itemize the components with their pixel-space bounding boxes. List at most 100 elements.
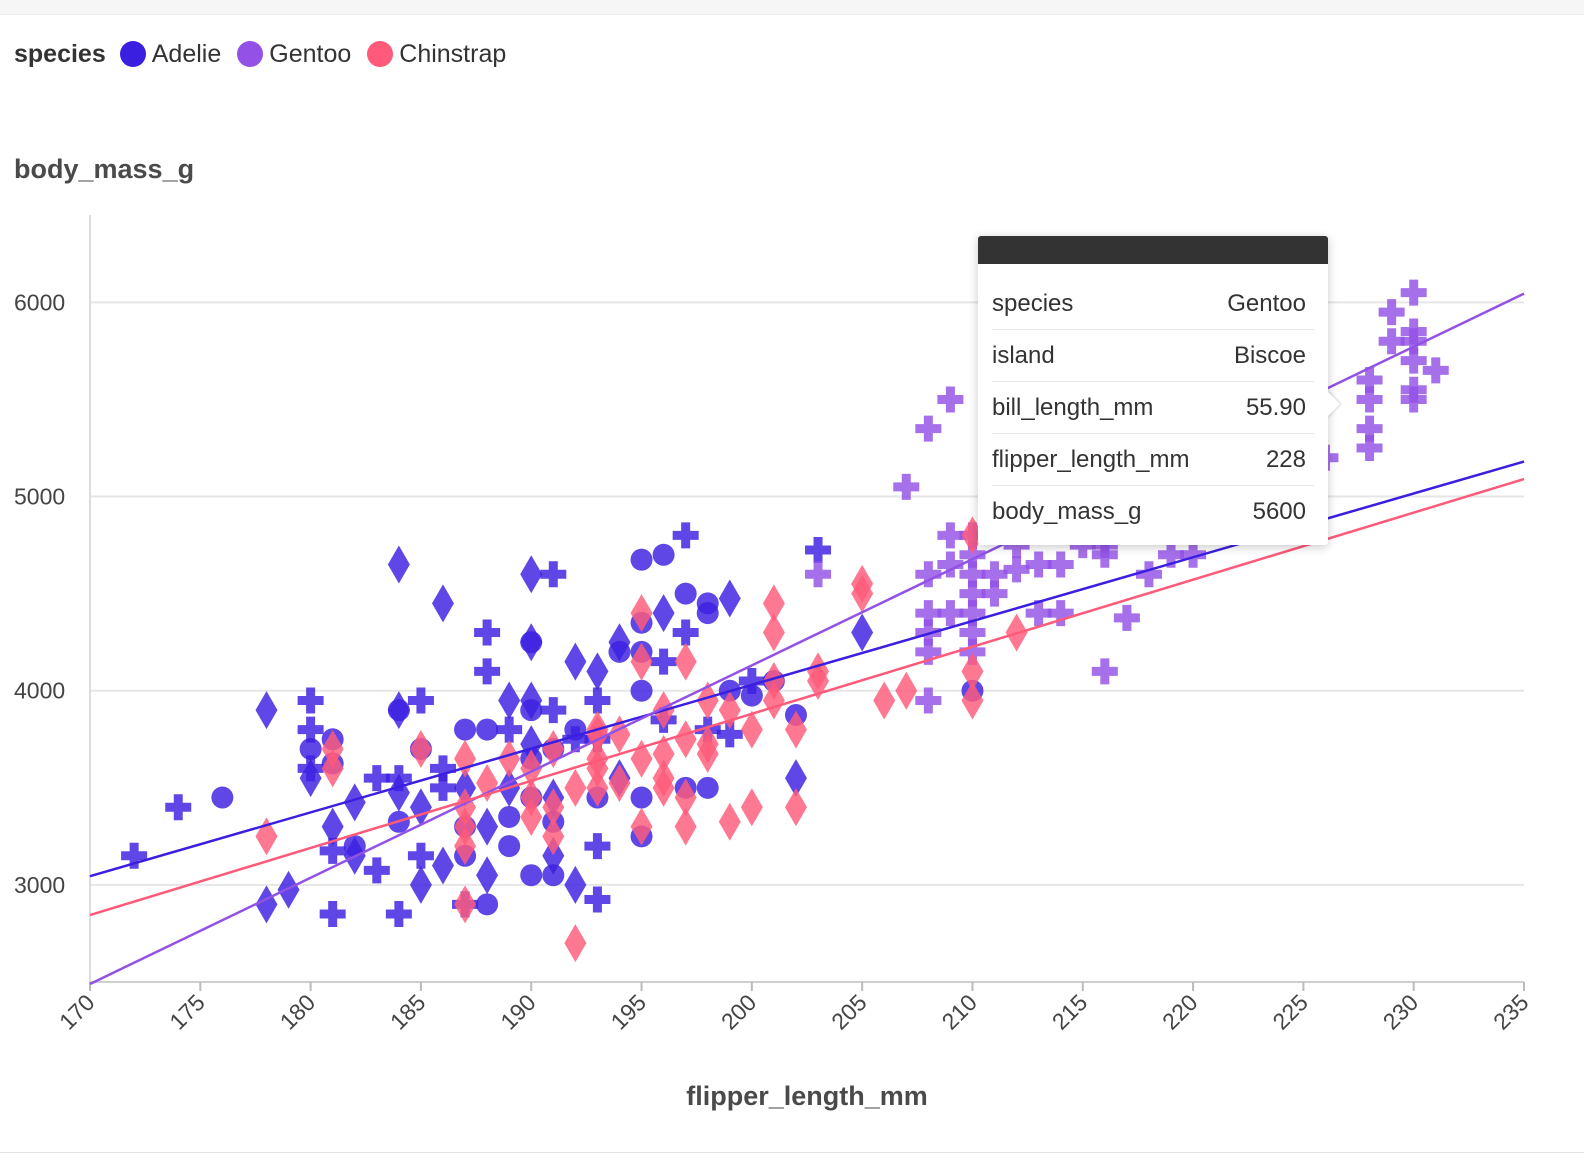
adelie-point	[520, 699, 543, 722]
adelie-point	[385, 901, 412, 928]
adelie-point	[387, 545, 410, 584]
legend-swatch-adelie	[119, 41, 146, 67]
adelie-point	[586, 652, 609, 691]
adelie-point	[672, 619, 699, 646]
legend-title: species	[14, 39, 106, 68]
tooltip: species Gentoo island Biscoe bill_length…	[978, 236, 1328, 545]
chinstrap-point	[520, 797, 543, 836]
gentoo-point	[1400, 328, 1427, 355]
gentoo-point	[915, 415, 942, 442]
adelie-point	[407, 842, 434, 869]
adelie-point	[608, 640, 631, 663]
gentoo-point	[959, 580, 986, 607]
tooltip-value: 55.90	[1245, 393, 1306, 421]
adelie-point	[255, 885, 278, 924]
legend-label-adelie: Adelie	[151, 39, 222, 68]
adelie-point	[319, 837, 346, 864]
legend-swatch-gentoo	[237, 41, 264, 67]
adelie-point	[297, 755, 324, 782]
tooltip-row-bill-length: bill_length_mm 55.90	[992, 382, 1314, 434]
tooltip-value: 5600	[1252, 497, 1306, 525]
adelie-point	[584, 833, 611, 860]
gentoo-point	[937, 386, 964, 413]
y-tick-label: 6000	[14, 289, 65, 315]
chinstrap-point	[851, 574, 874, 613]
adelie-point	[363, 857, 390, 884]
legend-swatch-chinstrap	[367, 41, 394, 67]
adelie-point	[476, 718, 499, 741]
tooltip-body: species Gentoo island Biscoe bill_length…	[978, 264, 1328, 545]
adelie-point	[584, 687, 611, 714]
tooltip-row-island: island Biscoe	[992, 330, 1314, 382]
gentoo-point	[1047, 600, 1074, 627]
adelie-point	[454, 768, 477, 807]
adelie-point	[297, 687, 324, 714]
adelie-point	[476, 856, 499, 895]
adelie-point	[363, 765, 390, 792]
chinstrap-point	[409, 729, 432, 768]
y-tick-label: 5000	[14, 484, 65, 510]
legend-item-chinstrap[interactable]: Chinstrap	[367, 40, 506, 69]
gentoo-point	[959, 600, 986, 627]
chinstrap-point	[564, 768, 587, 807]
gentoo-point	[1158, 541, 1185, 568]
chinstrap-point	[784, 788, 807, 827]
adelie-point	[630, 679, 653, 702]
gentoo-point	[1113, 604, 1140, 631]
adelie-point	[851, 613, 874, 652]
adelie-point	[564, 642, 587, 681]
chinstrap-point	[321, 729, 344, 768]
chinstrap-point	[321, 749, 344, 788]
x-tick-label: 180	[275, 989, 321, 1035]
x-tick-label: 220	[1157, 989, 1203, 1035]
chinstrap-point	[718, 802, 741, 841]
chinstrap-point	[895, 671, 918, 710]
legend-item-gentoo[interactable]: Gentoo	[237, 40, 351, 69]
x-tick-label: 215	[1047, 989, 1093, 1035]
adelie-point	[498, 805, 521, 828]
chinstrap-point	[807, 662, 830, 701]
legend-item-adelie[interactable]: Adelie	[119, 39, 222, 69]
gentoo-point	[959, 541, 986, 568]
tooltip-key: species	[992, 289, 1074, 317]
adelie-point	[540, 561, 567, 588]
gentoo-point	[915, 687, 942, 714]
chinstrap-point	[762, 613, 785, 652]
gentoo-point	[915, 561, 942, 588]
chinstrap-point	[740, 788, 763, 827]
chinstrap-point	[586, 715, 609, 754]
tooltip-row-body-mass: body_mass_g 5600	[992, 486, 1314, 537]
x-tick-label: 235	[1488, 989, 1534, 1035]
chinstrap-point	[454, 788, 477, 827]
adelie-point	[387, 773, 410, 812]
y-axis-title: body_mass_g	[14, 154, 195, 184]
chinstrap-point	[674, 778, 697, 817]
chinstrap-point	[608, 763, 631, 802]
gentoo-point	[981, 561, 1008, 588]
adelie-point	[121, 842, 148, 869]
chinstrap-point	[498, 739, 521, 778]
adelie-point	[696, 602, 719, 625]
gentoo-point	[805, 561, 832, 588]
legend-label-gentoo: Gentoo	[269, 39, 352, 68]
adelie-point	[319, 901, 346, 928]
chinstrap-point	[630, 807, 653, 846]
gentoo-point	[1356, 367, 1383, 394]
tooltip-header	[978, 236, 1328, 264]
adelie-point	[696, 776, 719, 799]
adelie-point	[584, 886, 611, 913]
adelie-point	[474, 658, 501, 685]
chinstrap-point	[454, 739, 477, 778]
tooltip-pointer	[1326, 390, 1340, 418]
adelie-point	[299, 737, 322, 760]
adelie-point	[652, 543, 675, 566]
adelie-point	[431, 584, 454, 623]
adelie-point	[211, 786, 234, 809]
adelie-point	[630, 548, 653, 571]
adelie-point	[520, 864, 543, 887]
gentoo-point	[959, 619, 986, 646]
adelie-point	[431, 846, 454, 885]
adelie-point	[498, 835, 521, 858]
x-axis-title: flipper_length_mm	[686, 1081, 928, 1111]
gentoo-point	[959, 561, 986, 588]
